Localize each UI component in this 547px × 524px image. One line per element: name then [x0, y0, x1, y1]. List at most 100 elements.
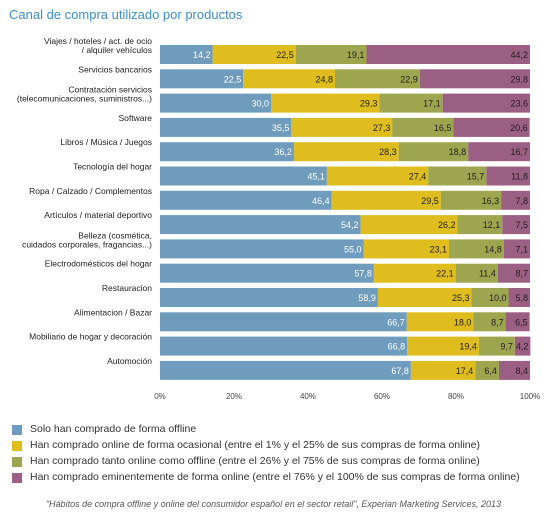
- legend-label: Han comprado online de forma ocasional (…: [30, 439, 480, 451]
- bar-segment: [453, 117, 530, 137]
- bar-segment: [478, 336, 515, 356]
- data-label: 58,9: [358, 293, 376, 303]
- bar-segment: [457, 215, 503, 235]
- data-label: 23,1: [429, 244, 447, 254]
- bar-segment: [468, 142, 530, 162]
- data-label: 25,3: [452, 293, 470, 303]
- data-label: 66,7: [387, 317, 405, 327]
- bar-segment: [502, 215, 530, 235]
- bar-segment: [505, 312, 530, 332]
- bar-segment: [503, 239, 530, 259]
- data-label: 45,1: [307, 172, 325, 182]
- legend-label: Han comprado tanto online como offline (…: [30, 455, 480, 467]
- data-label: 67,8: [391, 366, 409, 376]
- bar-segment: [455, 263, 498, 283]
- data-label: 10,0: [489, 293, 507, 303]
- bar-segment: [271, 93, 380, 113]
- bar-segment: [160, 239, 364, 259]
- bar-segment: [440, 190, 502, 210]
- category-label: Artículos / material deportivo: [44, 210, 152, 220]
- category-label: Alimentacion / Bazar: [74, 307, 152, 317]
- bar-segment: [293, 142, 399, 162]
- bar-segment: [497, 263, 530, 283]
- bar-segment: [373, 263, 456, 283]
- category-label: Mobiliario de hogar y decoración: [29, 332, 152, 342]
- data-label: 20,6: [510, 123, 528, 133]
- data-label: 14,2: [193, 50, 211, 60]
- bar-segment: [295, 45, 367, 64]
- chart-title: Canal de compra utilizado por productos: [9, 7, 243, 22]
- category-label: Servicios bancarios: [78, 64, 152, 74]
- data-label: 8,7: [491, 317, 504, 327]
- category-label: Ropa / Calzado / Complementos: [29, 186, 152, 196]
- data-label: 18,8: [449, 147, 467, 157]
- data-label: 14,8: [484, 244, 502, 254]
- legend-swatch: [12, 457, 22, 467]
- bar-segment: [360, 215, 458, 235]
- bar-segment: [160, 336, 408, 356]
- bar-segment: [331, 190, 441, 210]
- category-label: Viajes / hoteles / act. de ocio / alquile…: [44, 36, 152, 55]
- category-label: Automoción: [107, 356, 152, 366]
- x-tick-label: 80%: [448, 392, 464, 401]
- data-label: 30,0: [251, 99, 269, 109]
- data-label: 12,1: [483, 220, 501, 230]
- stacked-bar-chart: 14,2 22,5 19,1 44,2 Viajes / hoteles / act. …: [17, 36, 540, 401]
- data-label: 18,0: [454, 317, 472, 327]
- data-label: 22,5: [224, 74, 242, 84]
- legend-label: Han comprado eminentemente de forma onli…: [30, 471, 520, 483]
- data-label: 55,0: [344, 244, 362, 254]
- x-tick-label: 20%: [226, 392, 242, 401]
- legend-swatch: [12, 425, 22, 435]
- data-label: 6,4: [484, 366, 497, 376]
- data-label: 22,5: [276, 50, 294, 60]
- bar-segment: [212, 45, 296, 64]
- data-label: 7,5: [515, 220, 528, 230]
- bar-segment: [410, 360, 476, 380]
- bar-segment: [471, 288, 509, 307]
- data-label: 29,5: [421, 196, 439, 206]
- data-label: 66,8: [388, 342, 406, 352]
- legend-swatch: [12, 441, 22, 451]
- bar-segment: [366, 45, 530, 64]
- category-label: Software: [118, 113, 152, 123]
- data-label: 16,7: [510, 147, 528, 157]
- bar-segment: [475, 360, 499, 380]
- data-label: 17,4: [456, 366, 474, 376]
- data-label: 22,9: [400, 74, 418, 84]
- bar-segment: [514, 336, 531, 356]
- bar-segment: [448, 239, 504, 259]
- data-label: 8,7: [515, 269, 528, 279]
- x-tick-label: 100%: [520, 392, 540, 401]
- data-label: 27,4: [409, 172, 427, 182]
- bar-segment: [392, 117, 454, 137]
- data-label: 44,2: [510, 50, 528, 60]
- bar-segment: [398, 142, 469, 162]
- bar-segment: [160, 215, 361, 235]
- data-label: 29,3: [360, 99, 378, 109]
- bar-segment: [160, 190, 332, 210]
- data-label: 19,4: [459, 342, 477, 352]
- x-tick-label: 60%: [374, 392, 390, 401]
- bar-segment: [160, 142, 294, 162]
- source-note: "Hábitos de compra offline y online del …: [45, 499, 501, 509]
- data-label: 15,7: [467, 172, 485, 182]
- data-label: 22,1: [436, 269, 454, 279]
- data-label: 28,3: [379, 147, 397, 157]
- data-label: 36,2: [274, 147, 292, 157]
- data-label: 26,2: [438, 220, 456, 230]
- x-tick-label: 0%: [154, 392, 166, 401]
- data-label: 35,5: [272, 123, 290, 133]
- bar-segment: [508, 288, 530, 307]
- data-label: 6,5: [515, 317, 528, 327]
- bar-segment: [406, 312, 474, 332]
- bar-segment: [160, 45, 213, 64]
- data-label: 4,2: [516, 342, 529, 352]
- bar-segment: [160, 360, 411, 380]
- bar-segment: [379, 93, 443, 113]
- data-label: 23,6: [510, 99, 528, 109]
- bar-segment: [473, 312, 506, 332]
- data-label: 11,4: [479, 269, 496, 279]
- bar-segment: [160, 312, 407, 332]
- data-label: 24,8: [315, 74, 333, 84]
